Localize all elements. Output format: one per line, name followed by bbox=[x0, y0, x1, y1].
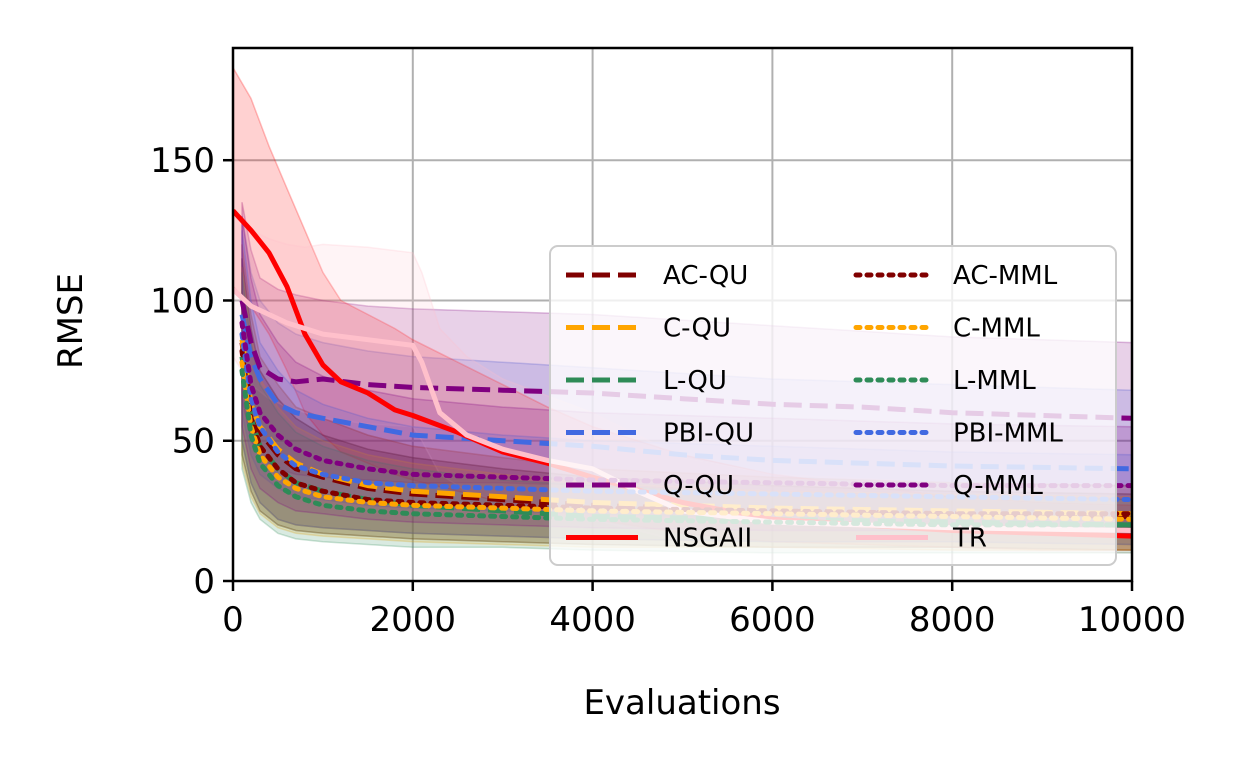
legend-box bbox=[549, 245, 1117, 566]
legend-item-l-qu: L-QU bbox=[566, 366, 727, 396]
legend-label: NSGAII bbox=[663, 524, 752, 554]
x-tick-label: 0 bbox=[222, 600, 244, 640]
legend-item-q-mml: Q-MML bbox=[853, 471, 1043, 501]
legend-item-pbi-mml: PBI-MML bbox=[853, 419, 1063, 449]
band-ac-mml bbox=[241, 258, 1132, 551]
y-tick-label: 100 bbox=[150, 281, 215, 321]
legend-item-c-mml: C-MML bbox=[853, 314, 1040, 344]
series-line-ac-qu bbox=[239, 342, 1132, 519]
x-tick-label: 10000 bbox=[1078, 600, 1186, 640]
band-c-qu bbox=[241, 244, 1132, 546]
legend-label: L-QU bbox=[663, 366, 727, 396]
x-tick-label: 6000 bbox=[729, 600, 816, 640]
legend-item-q-qu: Q-QU bbox=[566, 471, 734, 501]
x-tick-label: 4000 bbox=[549, 600, 636, 640]
series-line-c-qu bbox=[239, 339, 1132, 517]
band-c-mml bbox=[241, 266, 1132, 551]
band-ac-qu bbox=[241, 244, 1132, 546]
legend: AC-QU C-QU L-QU PBI-QU Q-QU NSGAII AC-MML C-MML… bbox=[549, 245, 1117, 566]
legend-item-tr: TR bbox=[856, 524, 987, 554]
legend-label: C-MML bbox=[953, 314, 1040, 344]
legend-item-ac-mml: AC-MML bbox=[853, 261, 1058, 291]
y-tick-label: 150 bbox=[150, 141, 215, 181]
legend-label: L-MML bbox=[953, 366, 1036, 396]
legend-label: AC-MML bbox=[953, 261, 1058, 291]
legend-item-ac-qu: AC-QU bbox=[566, 261, 748, 291]
legend-label: TR bbox=[952, 524, 987, 554]
legend-label: C-QU bbox=[663, 314, 731, 344]
legend-label: Q-QU bbox=[663, 471, 734, 501]
series-line-l-mml bbox=[239, 368, 1132, 528]
x-axis-title: Evaluations bbox=[583, 683, 780, 723]
band-l-qu bbox=[241, 258, 1132, 551]
y-tick-label: 50 bbox=[172, 422, 215, 462]
y-axis-title: RMSE bbox=[51, 273, 91, 369]
legend-item-pbi-qu: PBI-QU bbox=[566, 419, 754, 449]
legend-item-c-qu: C-QU bbox=[566, 314, 731, 344]
legend-item-l-mml: L-MML bbox=[853, 366, 1036, 396]
legend-label: Q-MML bbox=[953, 471, 1043, 501]
legend-label: AC-QU bbox=[663, 261, 748, 291]
series-line-c-mml bbox=[239, 359, 1132, 522]
series-line-q-qu bbox=[239, 299, 1132, 421]
band-l-mml bbox=[241, 272, 1132, 554]
series-line-q-mml bbox=[239, 320, 1132, 489]
legend-label: PBI-QU bbox=[663, 419, 754, 449]
x-axis-ticks: 0 2000 4000 6000 8000 10000 bbox=[222, 581, 1186, 640]
x-tick-label: 2000 bbox=[370, 600, 457, 640]
legend-item-nsgaii: NSGAII bbox=[566, 524, 752, 554]
legend-label: PBI-MML bbox=[953, 419, 1063, 449]
plot-frame bbox=[231, 46, 1134, 583]
y-axis-ticks: 0 50 100 150 bbox=[150, 141, 233, 602]
x-tick-label: 8000 bbox=[909, 600, 996, 640]
y-tick-label: 0 bbox=[193, 562, 215, 602]
